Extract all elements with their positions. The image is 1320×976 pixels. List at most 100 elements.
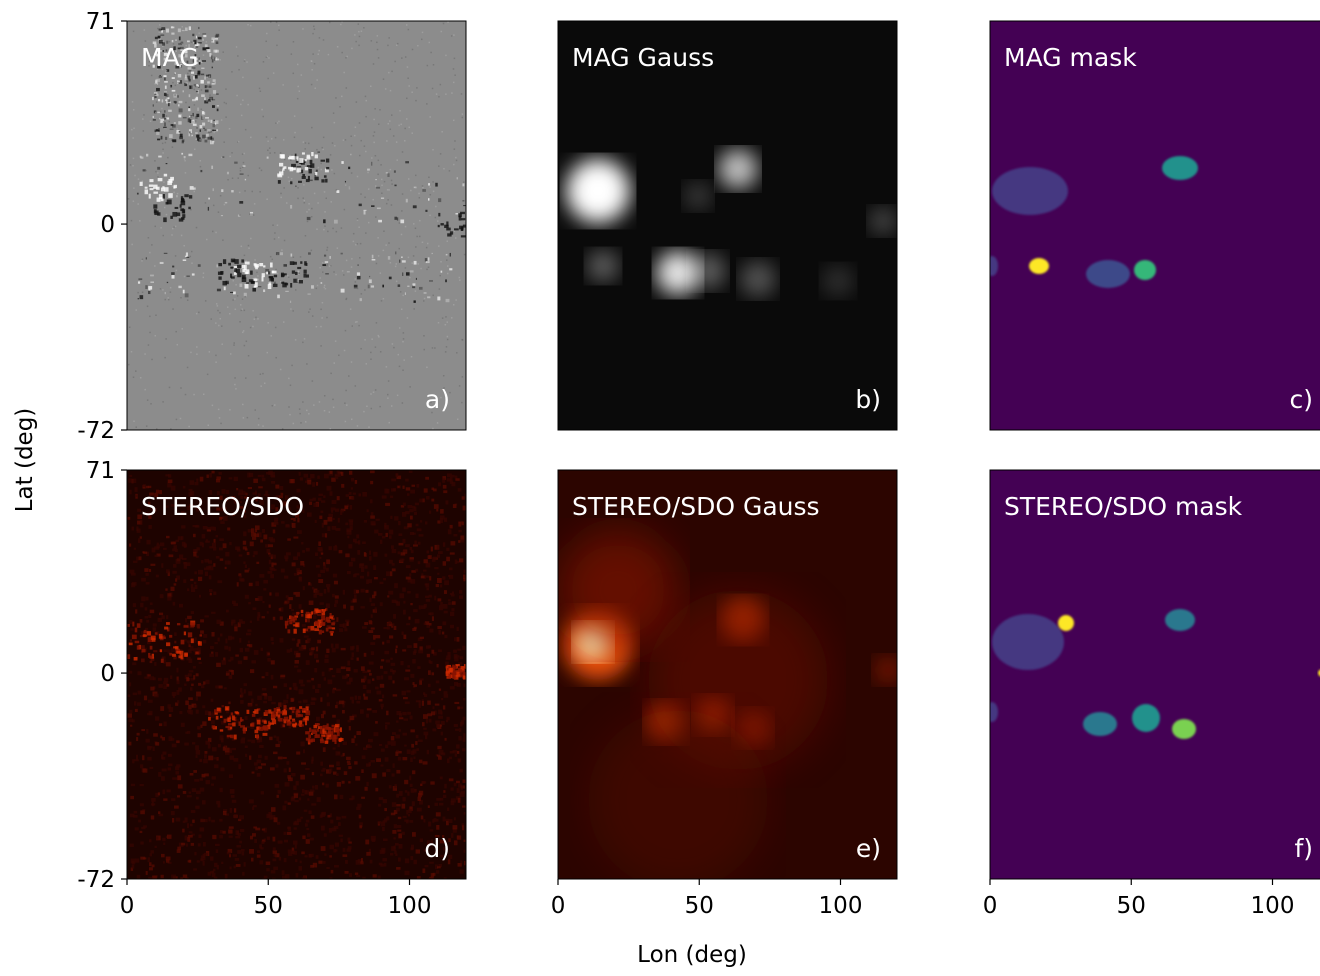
speck: [217, 708, 221, 712]
speck: [333, 735, 337, 740]
speck: [357, 276, 361, 279]
speck: [393, 845, 395, 848]
speck: [188, 107, 189, 108]
speck: [212, 776, 216, 779]
speck: [221, 325, 223, 327]
speck: [273, 858, 277, 861]
speck: [349, 521, 353, 526]
speck: [203, 272, 205, 274]
speck: [368, 285, 370, 289]
speck: [296, 592, 300, 597]
speck: [193, 191, 195, 193]
speck: [323, 747, 326, 752]
speck: [195, 75, 198, 78]
speck: [206, 75, 209, 77]
speck: [175, 85, 177, 87]
speck: [328, 627, 332, 630]
speck: [341, 666, 346, 669]
speck: [356, 648, 359, 652]
speck: [174, 641, 176, 644]
speck: [197, 860, 200, 862]
speck: [183, 486, 186, 489]
speck: [195, 755, 197, 758]
speck: [237, 850, 241, 854]
speck: [168, 121, 170, 123]
speck: [422, 185, 424, 187]
speck: [183, 875, 187, 878]
speck: [302, 789, 305, 793]
speck: [193, 552, 196, 557]
speck: [330, 820, 333, 824]
speck: [174, 185, 177, 188]
speck: [199, 759, 202, 761]
speck: [315, 172, 318, 175]
speck: [172, 654, 176, 657]
speck: [232, 601, 236, 604]
speck: [171, 738, 175, 741]
mask-region: [1165, 609, 1195, 631]
speck: [239, 841, 242, 844]
speck: [146, 257, 147, 259]
speck: [395, 843, 399, 846]
speck: [404, 677, 409, 680]
speck: [351, 657, 354, 660]
speck: [361, 30, 363, 32]
speck: [443, 485, 447, 489]
speck: [301, 610, 304, 613]
speck: [371, 512, 374, 515]
speck: [460, 791, 465, 794]
speck: [420, 838, 423, 842]
speck: [344, 628, 347, 631]
speck: [341, 161, 343, 164]
speck: [222, 239, 224, 241]
speck: [411, 550, 414, 553]
speck: [423, 349, 425, 351]
speck: [234, 866, 236, 869]
speck: [366, 363, 368, 365]
speck: [305, 142, 307, 144]
speck: [345, 506, 349, 509]
speck: [245, 570, 249, 573]
speck: [155, 716, 159, 720]
speck: [205, 76, 206, 79]
speck: [164, 722, 167, 727]
speck: [257, 696, 262, 700]
speck: [145, 285, 147, 289]
speck: [359, 204, 362, 207]
speck: [425, 521, 427, 524]
speck: [442, 478, 445, 482]
speck: [415, 503, 419, 506]
speck: [183, 260, 186, 261]
speck: [318, 53, 320, 55]
speck: [356, 860, 361, 865]
speck: [355, 244, 357, 246]
speck: [170, 675, 172, 679]
speck: [274, 569, 277, 571]
speck: [188, 118, 190, 122]
speck: [461, 218, 465, 220]
speck: [450, 231, 453, 234]
speck: [198, 577, 202, 581]
panel: MAG Gaussb): [558, 21, 897, 430]
speck: [438, 551, 443, 554]
speck: [327, 231, 329, 233]
speck: [324, 395, 326, 397]
speck: [325, 261, 328, 263]
speck: [231, 190, 233, 192]
speck: [212, 105, 215, 108]
speck: [460, 212, 465, 214]
speck: [185, 28, 188, 31]
speck: [346, 494, 349, 497]
speck: [390, 169, 392, 171]
speck: [372, 199, 374, 201]
speck: [350, 606, 353, 610]
speck: [159, 814, 164, 817]
speck: [194, 149, 196, 151]
speck: [245, 272, 248, 274]
speck: [137, 292, 139, 294]
speck: [171, 139, 173, 140]
speck: [324, 410, 326, 412]
speck: [388, 380, 390, 382]
speck: [367, 169, 370, 171]
speck: [242, 404, 244, 406]
